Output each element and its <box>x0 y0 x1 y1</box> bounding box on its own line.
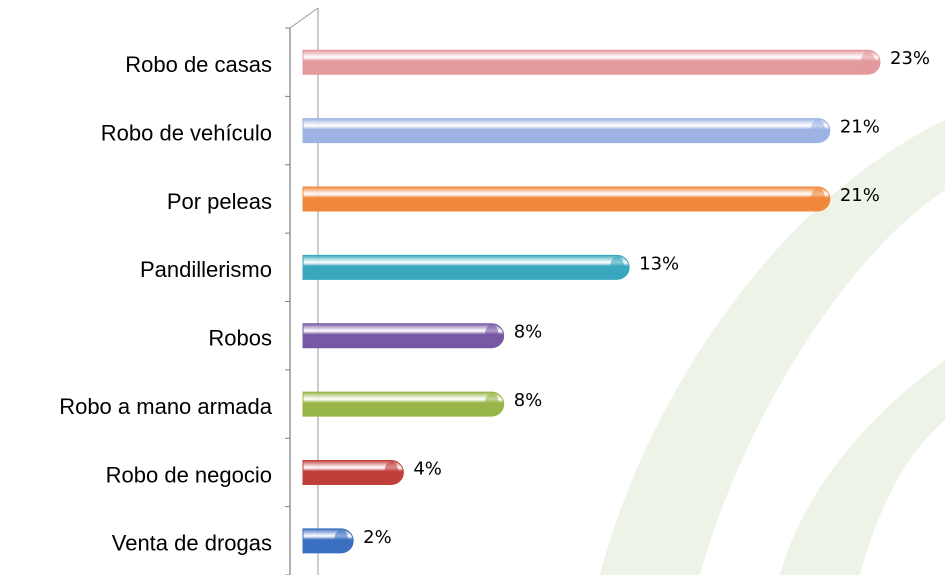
bar <box>302 49 881 75</box>
y-tick-label: Venta de drogas <box>112 531 272 556</box>
bar-cap <box>610 256 625 279</box>
data-label: 8% <box>514 322 543 343</box>
y-tick-label: Robo a mano armada <box>59 394 273 419</box>
bar <box>302 323 505 349</box>
bar-cap <box>384 461 399 484</box>
axis-wall-edge <box>289 7 319 29</box>
background-decoration <box>600 120 945 575</box>
data-label: 8% <box>514 390 543 411</box>
y-tick-label: Robos <box>208 326 272 351</box>
leaf-shape <box>780 360 945 575</box>
bar-cap <box>484 324 499 347</box>
data-label: 21% <box>840 185 880 206</box>
axis <box>289 7 319 575</box>
bar-cap <box>810 187 825 210</box>
leaf-shape <box>600 120 945 575</box>
bar <box>302 459 404 485</box>
bar-cap <box>861 51 875 74</box>
bar <box>302 254 630 280</box>
bar <box>302 391 505 417</box>
data-label: 13% <box>639 253 679 274</box>
y-tick-label: Robo de negocio <box>106 462 272 487</box>
y-tick-label: Por peleas <box>167 189 272 214</box>
data-label: 2% <box>363 527 392 548</box>
bar <box>302 118 831 144</box>
data-label: 21% <box>840 117 880 138</box>
data-label: 4% <box>413 458 442 479</box>
y-tick-label: Robo de casas <box>125 52 272 77</box>
bar-cap <box>810 119 825 142</box>
bar-cap <box>484 393 499 416</box>
y-tick-label: Pandillerismo <box>140 257 272 282</box>
y-tick-label: Robo de vehículo <box>101 120 272 145</box>
bar <box>302 186 831 212</box>
bar-cap <box>334 529 349 552</box>
data-label: 23% <box>890 48 930 69</box>
